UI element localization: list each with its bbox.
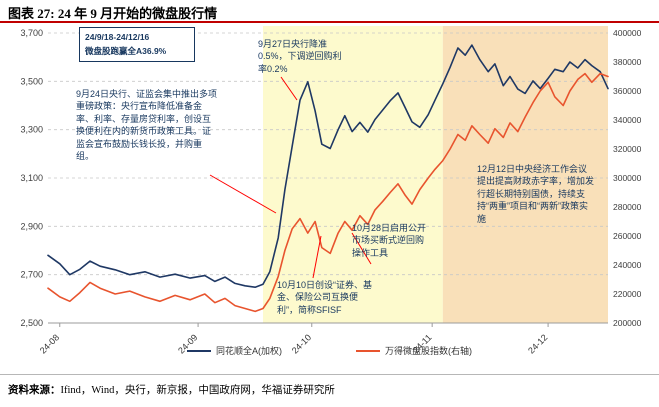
range-annotation-box: 24/9/18-24/12/16 微盘股跑赢全A36.9%	[79, 27, 195, 63]
highlight-region-0	[263, 26, 443, 323]
series-line-0	[47, 44, 609, 289]
left-axis-tick-label: 3,500	[20, 76, 43, 86]
left-axis-tick-label: 2,500	[20, 318, 43, 328]
annotation-oct28: 10月28日启用公开市场买断式逆回购操作工具	[352, 223, 427, 258]
range-annotation-line2: 微盘股跑赢全A36.9%	[85, 45, 167, 56]
left-axis-tick-label: 2,700	[20, 270, 43, 280]
right-axis-tick-label: 360000	[613, 86, 642, 96]
series-line-1	[47, 72, 609, 313]
annotation-sep27: 9月27日央行降准0.5%，下调逆回购利率0.2%	[258, 39, 342, 74]
title-underline	[0, 21, 659, 23]
highlight-region-1	[442, 26, 608, 323]
right-axis-tick-label: 200000	[613, 318, 642, 328]
leader-line-sep27	[280, 76, 298, 101]
source-note: 资料来源：Ifind，Wind，央行，新京报，中国政府网，华福证券研究所	[8, 382, 335, 397]
chart-area: 3,700 3,500 3,300 3,100 2,900 2,700 2,500 40000…	[20, 26, 642, 354]
right-axis-tick-label: 320000	[613, 144, 642, 154]
right-axis-tick-label: 280000	[613, 202, 642, 212]
annotation-sep24: 9月24日央行、证监会集中推出多项重磅政策：央行宣布降低准备金率、利率、存量房贷…	[76, 89, 218, 162]
leader-line-sep24	[209, 174, 277, 214]
source-label: 资料来源：	[8, 385, 61, 396]
right-axis-tick-label: 340000	[613, 115, 642, 125]
page-title: 图表 27: 24 年 9 月开始的微盘股行情	[8, 6, 218, 21]
left-axis-tick-label: 2,900	[20, 221, 43, 231]
right-axis-tick-label: 400000	[613, 28, 642, 38]
chart-legend: 同花顺全A(加权) 万得微盘股指数(右轴)	[0, 344, 659, 357]
right-axis-tick-label: 380000	[613, 57, 642, 67]
right-axis-tick-label: 300000	[613, 173, 642, 183]
leader-lines	[209, 76, 372, 279]
annotation-dec12: 12月12日中央经济工作会议提出提高财政赤字率，增加发行超长期特别国债，持续支持…	[477, 164, 595, 224]
leader-line-oct28	[351, 232, 372, 265]
left-axis-tick-label: 3,100	[20, 173, 43, 183]
annotation-oct10: 10月10日创设“证券、基金、保险公司互换便利”，简称SFISF	[277, 280, 373, 315]
source-text: Ifind，Wind，央行，新京报，中国政府网，华福证券研究所	[60, 385, 335, 396]
range-annotation-line1: 24/9/18-24/12/16	[85, 32, 150, 42]
legend-item-quanA: 同花顺全A(加权)	[187, 344, 282, 357]
right-axis-tick-label: 220000	[613, 289, 642, 299]
legend-item-micro: 万得微盘股指数(右轴)	[356, 344, 472, 357]
left-axis-tick-label: 3,300	[20, 125, 43, 135]
right-axis-tick-label: 240000	[613, 260, 642, 270]
legend-label-micro: 万得微盘股指数(右轴)	[385, 346, 472, 356]
right-axis-tick-label: 260000	[613, 231, 642, 241]
legend-label-quanA: 同花顺全A(加权)	[216, 346, 282, 356]
legend-swatch-micro	[356, 349, 380, 352]
leader-line-oct10	[312, 235, 322, 279]
footer-divider	[0, 374, 659, 375]
legend-swatch-quanA	[187, 349, 211, 352]
left-axis-tick-label: 3,700	[20, 28, 43, 38]
